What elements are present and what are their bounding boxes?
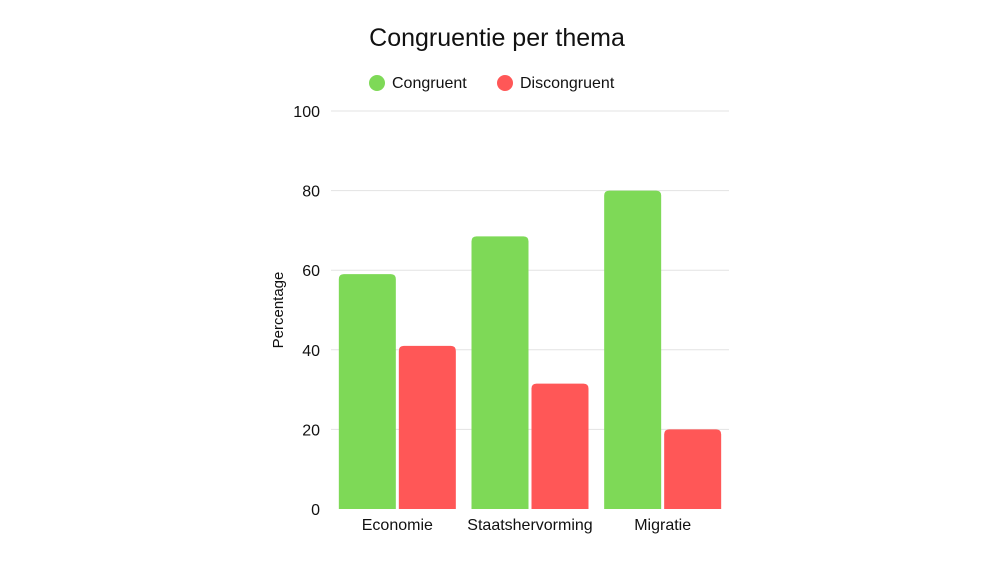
y-tick-label: 100: [293, 104, 320, 121]
bar-congruent-migratie: [604, 190, 662, 509]
bar-congruent-economie: [338, 274, 396, 509]
x-category-label: Economie: [362, 517, 433, 534]
chart-title: Congruentie per thema: [369, 24, 625, 52]
bar-discongruent-migratie: [664, 429, 722, 509]
bar-discongruent-staatshervorming: [531, 383, 589, 509]
legend-marker-congruent: [369, 75, 385, 91]
legend-label-discongruent: Discongruent: [520, 75, 615, 92]
y-tick-label: 60: [302, 263, 320, 280]
x-category-label: Staatshervorming: [467, 517, 592, 534]
x-axis-categories: Economie Staatshervorming Migratie: [362, 517, 691, 534]
y-tick-label: 20: [302, 422, 320, 439]
x-category-label: Migratie: [634, 517, 691, 534]
legend: Congruent Discongruent: [369, 75, 615, 92]
y-tick-label: 80: [302, 184, 320, 201]
bar-discongruent-economie: [398, 345, 456, 509]
gridlines: [331, 110, 729, 430]
y-tick-label: 0: [311, 502, 320, 519]
legend-label-congruent: Congruent: [392, 75, 467, 92]
y-tick-label: 40: [302, 343, 320, 360]
y-axis-ticks: 0 20 40 60 80 100: [293, 104, 320, 519]
legend-marker-discongruent: [497, 75, 513, 91]
bar-congruent-staatshervorming: [471, 236, 529, 509]
y-axis-label: Percentage: [270, 272, 287, 349]
bars: [338, 190, 722, 509]
